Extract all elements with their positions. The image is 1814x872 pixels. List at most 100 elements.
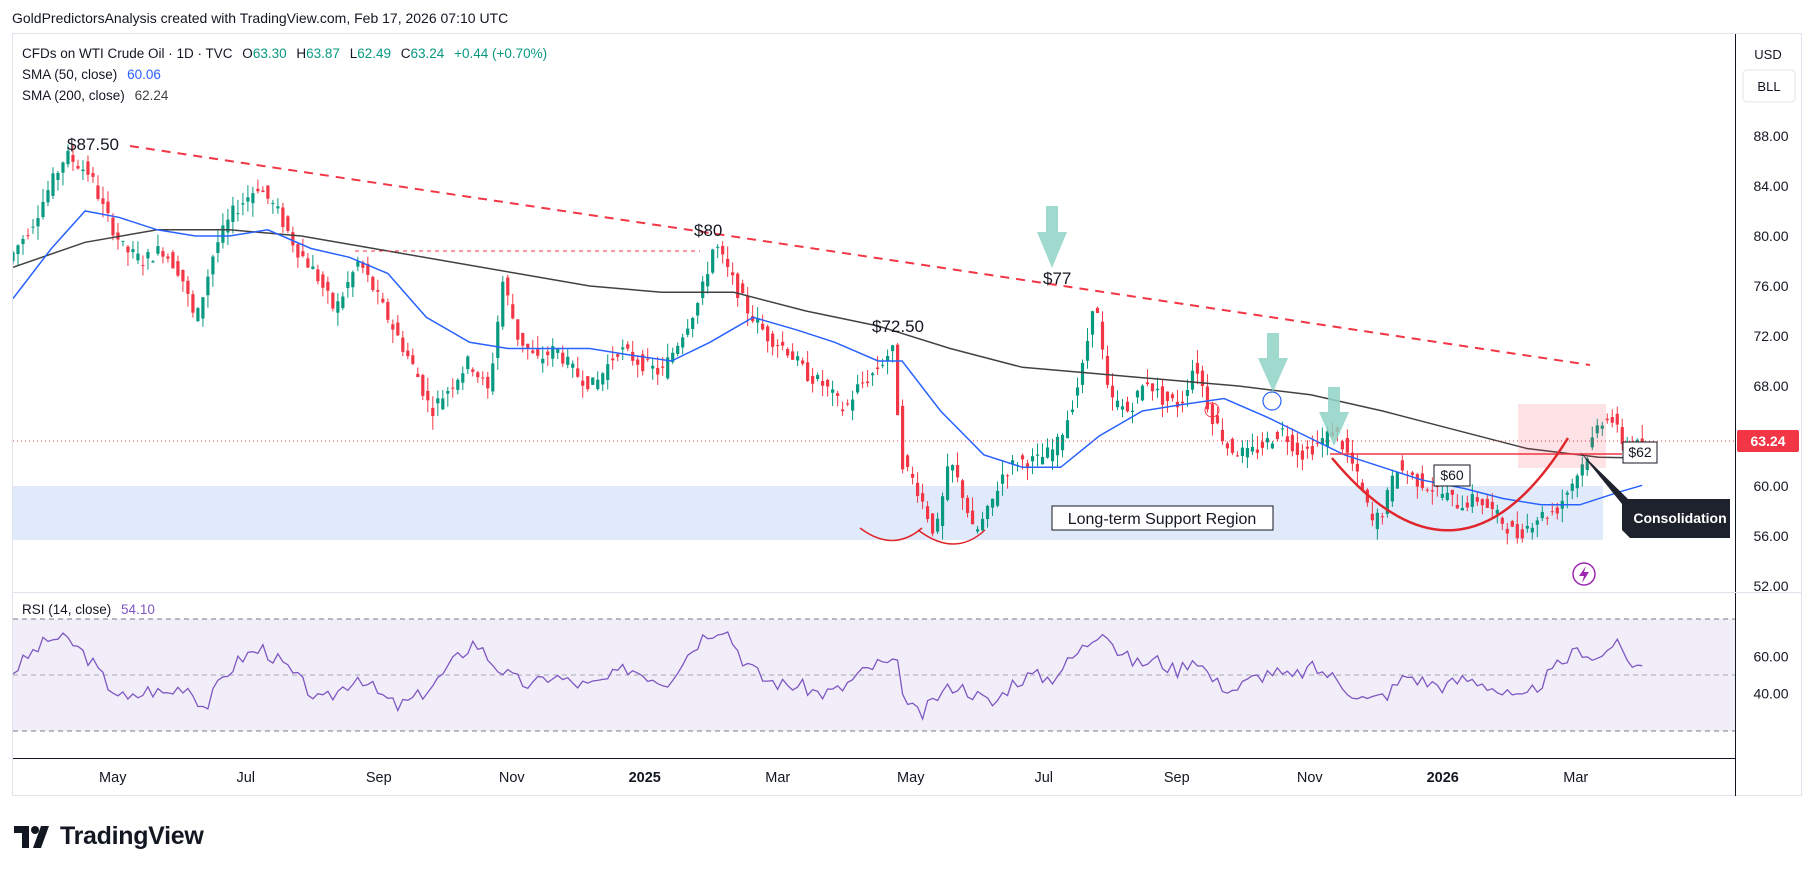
- legend-c-label: C: [401, 46, 411, 61]
- candle-body: [351, 272, 355, 288]
- candle-body: [326, 281, 330, 291]
- label-72-50: $72.50: [872, 317, 924, 336]
- candle-body: [1105, 355, 1110, 385]
- candle-body: [546, 351, 550, 356]
- candle-body: [631, 351, 635, 361]
- resistance-trendline: [129, 145, 1591, 366]
- candle-body: [1175, 401, 1180, 408]
- candle-body: [336, 301, 340, 313]
- candle-body: [286, 216, 290, 231]
- candle-body: [1020, 455, 1025, 460]
- candle-body: [1235, 455, 1240, 457]
- candle-body: [871, 373, 875, 376]
- candle-body: [806, 362, 810, 381]
- candle-body: [376, 290, 380, 292]
- candle-body: [1225, 443, 1230, 449]
- legend-sma200: SMA (200, close) 62.24: [22, 88, 169, 103]
- candle-body: [396, 322, 400, 336]
- candle-body: [756, 318, 760, 323]
- legend-low: 62.49: [357, 46, 391, 61]
- candle-body: [566, 356, 570, 365]
- candle-body: [211, 256, 215, 275]
- candle-body: [1475, 497, 1479, 502]
- unit-button[interactable]: [1742, 69, 1796, 103]
- legend-h-label: H: [296, 46, 306, 61]
- candle-body: [1505, 528, 1509, 534]
- candle-body: [1210, 404, 1215, 425]
- candle-body: [171, 252, 175, 269]
- candle-body: [591, 377, 595, 385]
- candle-body: [1590, 437, 1594, 448]
- candle-body: [61, 162, 65, 173]
- currency-label[interactable]: USD: [1754, 47, 1781, 62]
- candle-body: [416, 373, 420, 378]
- candle-body: [606, 364, 610, 380]
- candle-body: [1325, 431, 1329, 447]
- candle-body: [216, 242, 220, 253]
- candle-body: [401, 337, 405, 352]
- candle-body: [1110, 385, 1115, 398]
- candle-body: [421, 375, 425, 396]
- candle-body: [266, 185, 270, 199]
- candle-body: [1595, 425, 1599, 434]
- candle-body: [1060, 434, 1065, 451]
- candle-body: [1035, 454, 1040, 456]
- candle-body: [461, 373, 465, 383]
- candle-body: [816, 374, 820, 379]
- candle-body: [1610, 417, 1614, 423]
- candle-body: [970, 510, 975, 525]
- candle-body: [746, 296, 750, 314]
- candle-body: [1355, 463, 1359, 472]
- chart-frame: [12, 33, 1802, 796]
- candle-body: [1045, 447, 1050, 458]
- candle-body: [696, 303, 700, 316]
- candle-body: [761, 323, 765, 330]
- legend-open: 63.30: [253, 46, 287, 61]
- candle-body: [736, 273, 740, 299]
- candle-body: [681, 337, 685, 348]
- candle-body: [1080, 362, 1085, 385]
- candle-body: [1535, 520, 1539, 525]
- candle-body: [71, 154, 75, 162]
- candle-body: [476, 372, 480, 378]
- candle-body: [1120, 406, 1125, 410]
- candle-body: [291, 232, 295, 246]
- candle-body: [556, 348, 560, 353]
- candle-body: [1440, 493, 1444, 498]
- candle-body: [1085, 341, 1090, 361]
- candle-body: [156, 246, 160, 254]
- candle-body: [91, 173, 95, 177]
- down-arrow-oct-2: [1319, 387, 1349, 446]
- candle-body: [925, 506, 930, 520]
- candle-body: [146, 251, 150, 259]
- candle-body: [1400, 460, 1404, 471]
- candle-body: [1205, 386, 1210, 410]
- candle-body: [151, 261, 155, 263]
- alert-icon[interactable]: [1572, 562, 1596, 586]
- candle-body: [86, 161, 90, 175]
- candle-body: [296, 244, 300, 258]
- candle-body: [126, 246, 130, 253]
- candle-body: [331, 292, 335, 309]
- candle-body: [201, 297, 205, 319]
- candle-body: [945, 466, 950, 500]
- candle-body: [1000, 474, 1005, 484]
- down-arrow-oct: [1258, 333, 1288, 392]
- support-region: [13, 486, 1603, 540]
- candle-body: [965, 497, 970, 514]
- candle-body: [1385, 490, 1389, 514]
- candle-body: [1275, 431, 1280, 439]
- price-chart[interactable]: CFDs on WTI Crude Oil · 1D · TVC O63.30 …: [0, 0, 1814, 800]
- candle-body: [21, 238, 25, 245]
- candle-body: [13, 252, 15, 262]
- candle-body: [1425, 489, 1429, 491]
- tradingview-logo[interactable]: TradingView: [14, 822, 204, 851]
- candle-body: [1075, 387, 1080, 396]
- candle-body: [651, 365, 655, 369]
- candle-body: [890, 345, 895, 352]
- x-tick-label: Sep: [1164, 770, 1190, 786]
- candle-body: [506, 277, 510, 296]
- candle-body: [826, 379, 830, 387]
- candle-body: [781, 341, 785, 346]
- candle-body: [905, 455, 910, 467]
